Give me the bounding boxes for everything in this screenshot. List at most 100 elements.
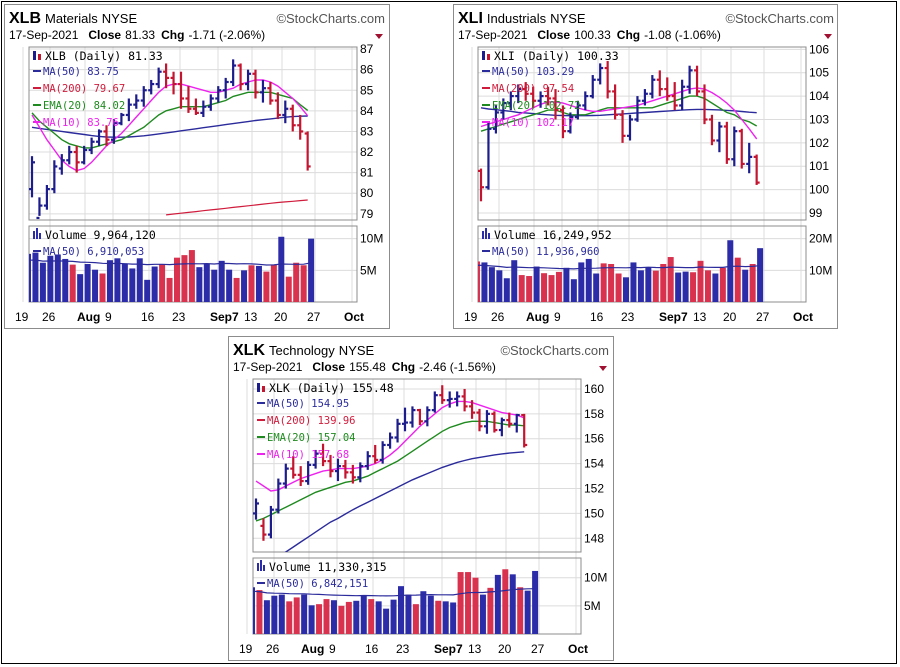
volume-bar [29, 253, 31, 302]
legend-main: XLI (Daily) 100.33 [494, 49, 619, 63]
volume-bar [442, 601, 449, 634]
ma50-line [480, 107, 757, 117]
x-axis-label: Sep7 [210, 310, 239, 324]
volume-bar [757, 248, 764, 302]
volume-icon [257, 563, 259, 571]
volume-bar [675, 272, 682, 302]
price-tick-label: 156 [584, 432, 604, 446]
volume-bar [368, 599, 375, 634]
x-axis-label: Aug [526, 310, 549, 324]
x-axis-label: 9 [105, 310, 112, 324]
volume-bar [218, 260, 225, 302]
ohlc-bar [163, 63, 170, 89]
ohlc-bar [545, 86, 552, 106]
ohlc-bar [275, 478, 282, 514]
close-label: Close [537, 28, 570, 42]
ohlc-bar [43, 184, 50, 210]
volume-bar [615, 273, 622, 302]
exchange-label: NYSE [102, 11, 138, 26]
ohlc-bar [58, 154, 65, 175]
x-axis-label: Sep7 [659, 310, 688, 324]
down-triangle-icon [599, 366, 607, 371]
volume-bar [136, 258, 143, 302]
legend-ema20: EMA(20) 102.72 [492, 100, 581, 112]
volume-bar [704, 270, 711, 302]
chg-label: Chg [392, 360, 415, 374]
volume-legend-main: Volume 16,249,952 [494, 228, 612, 242]
volume-bar [188, 250, 195, 302]
name-label: Materials [45, 11, 98, 26]
volume-bar [481, 262, 488, 302]
ohlc-bar [402, 407, 408, 432]
volume-bar [496, 270, 503, 302]
volume-bar [533, 266, 540, 302]
volume-bar [211, 269, 218, 302]
volume-legend-ma50: MA(50) 11,936,960 [492, 246, 599, 258]
ohlc-bar [96, 129, 103, 146]
legend-ma50: MA(50) 103.29 [492, 66, 574, 78]
legend-main: XLB (Daily) 81.33 [45, 49, 163, 63]
volume-bar [300, 265, 307, 302]
volume-bar [263, 600, 270, 634]
price-tick-label: 99 [809, 206, 823, 220]
price-tick-label: 81 [360, 166, 374, 180]
price-tick-label: 101 [809, 159, 829, 173]
ohlc-bar [230, 59, 237, 87]
ohlc-bar [215, 86, 222, 103]
ohlc-bar [379, 441, 386, 464]
volume-bar [278, 594, 285, 634]
volume-bar [420, 591, 427, 634]
volume-bar [263, 271, 270, 302]
price-tick-label: 87 [360, 42, 374, 56]
ohlc-bar [597, 63, 604, 85]
volume-bar [509, 574, 516, 634]
ohlc-bar [327, 454, 334, 478]
volume-ma50-line [478, 264, 761, 270]
volume-bar [353, 600, 360, 634]
volume-bar [645, 267, 652, 302]
volume-bar [637, 270, 644, 302]
volume-bar [106, 260, 113, 302]
price-plot [478, 61, 760, 202]
ohlc-bar [357, 462, 364, 483]
volume-bar [114, 258, 121, 302]
ohlc-bar [686, 65, 693, 94]
volume-bar [593, 273, 600, 302]
xli-chart-panel[interactable]: XLI Industrials NYSE ©StockCharts.com 17-Sep… [453, 4, 838, 329]
volume-bar [99, 273, 106, 302]
volume-bar [487, 587, 494, 634]
xlb-chart-panel[interactable]: XLB Materials NYSE ©StockCharts.com 17-Sep-2… [4, 4, 390, 329]
volume-bar [360, 595, 367, 634]
ohlc-bar [222, 77, 229, 99]
ohlc-bar [416, 408, 423, 426]
volume-bar [548, 275, 555, 302]
ohlc-bar [559, 105, 566, 139]
volume-legend-ma50: MA(50) 6,910,053 [43, 246, 144, 258]
chg-value: -1.08 (-1.06%) [644, 28, 721, 42]
volume-bar [660, 264, 667, 302]
quote-line: 17-Sep-2021 Close 155.48 Chg -2.46 (-1.56%) [233, 360, 496, 374]
volume-bar [121, 264, 128, 302]
volume-bar [241, 270, 248, 302]
ma50-line [284, 451, 525, 552]
x-axis-label: Oct [344, 310, 364, 324]
volume-bar [32, 252, 39, 302]
legend-ma10: MA(10) 157.68 [267, 449, 349, 461]
price-tick-label: 154 [584, 457, 604, 471]
ohlc-bar [454, 391, 461, 407]
ohlc-bar [500, 98, 507, 120]
ohlc-bar [537, 91, 544, 108]
volume-bar [345, 601, 352, 634]
x-axis-label: 19 [15, 310, 29, 324]
xlk-chart-panel[interactable]: XLK Technology NYSE ©StockCharts.com 17-Sep-… [228, 336, 614, 661]
ohlc-bar [118, 112, 125, 126]
x-axis-label: 13 [693, 310, 707, 324]
price-tick-label: 148 [584, 531, 604, 545]
xli-chart-svg: XLI Industrials NYSE ©StockCharts.com 17-Sep… [458, 10, 834, 324]
ohlc-bar [133, 94, 140, 109]
ohlc-bar [290, 456, 297, 479]
volume-bar [405, 594, 412, 634]
price-tick-label: 106 [809, 42, 829, 56]
ohlc-bar [320, 443, 327, 467]
